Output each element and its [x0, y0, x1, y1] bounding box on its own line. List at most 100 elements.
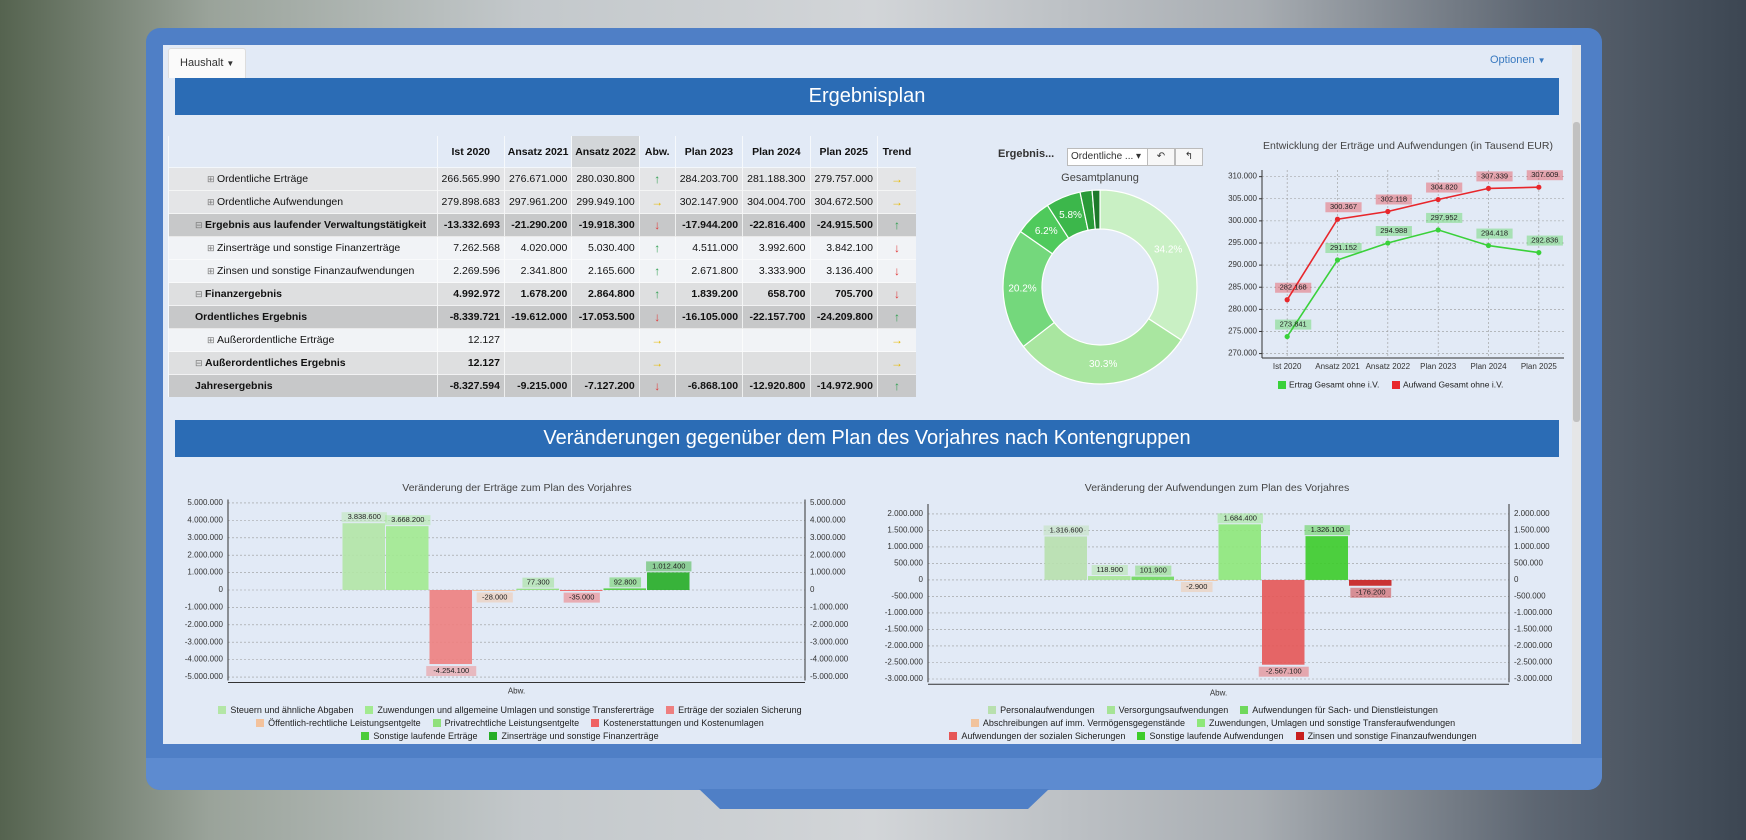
y-tick-label: 310.000	[1228, 172, 1257, 181]
label-box	[1304, 525, 1350, 536]
legend-label: Privatrechtliche Leistungsentgelte	[444, 718, 580, 728]
y2-tick-label: -2.000.000	[810, 620, 849, 629]
slice-label: 5.8%	[1059, 210, 1082, 221]
bar	[516, 588, 559, 590]
header-cell: Trend	[876, 136, 916, 168]
legend-swatch	[365, 706, 374, 714]
value-cell: 4.020.000	[503, 236, 572, 260]
donut-slice	[1099, 189, 1198, 341]
value-cell: 4.511.000	[674, 236, 743, 260]
empty-cell	[571, 328, 640, 352]
legend: Personalaufwendungen Versorgungsaufwendun…	[888, 705, 1538, 741]
value-cell: 1.839.200	[674, 282, 743, 306]
undo-button[interactable]: ↶	[1147, 148, 1175, 166]
y2-tick-label: 2.000.000	[1514, 509, 1550, 518]
y-tick-label: 285.000	[1228, 282, 1257, 291]
label-box	[1375, 194, 1412, 205]
row-label: Ergebnis aus laufender Verwaltungstätigk…	[205, 219, 427, 231]
x-tick-label: Ansatz 2022	[1366, 362, 1411, 371]
y-tick-label: 270.000	[1228, 349, 1257, 358]
row-label-cell: Ordentliche Aufwendungen	[168, 190, 438, 214]
table-row: Zinsen und sonstige Finanzaufwendungen 2.…	[168, 259, 916, 283]
legend-label: Erträge der sozialen Sicherung	[678, 705, 802, 715]
donut-slice	[1091, 189, 1101, 230]
label-box	[426, 666, 477, 677]
legend-item: Zuwendungen und allgemeine Umlagen und s…	[365, 705, 654, 715]
trend-arrow: →	[890, 356, 903, 370]
scrollbar-thumb[interactable]	[1573, 122, 1580, 422]
value-label: 3.668.200	[391, 515, 424, 524]
y-tick-label: -2.000.000	[185, 620, 224, 629]
y-tick-label: 295.000	[1228, 238, 1257, 247]
legend-item: Zinserträge und sonstige Finanzerträge	[489, 731, 659, 741]
chart-title: Veränderung der Aufwendungen zum Plan de…	[1085, 482, 1349, 494]
value-cell: 7.262.568	[436, 236, 505, 260]
value-cell: 276.671.000	[503, 167, 572, 191]
row-label-cell: Außerordentliches Ergebnis	[168, 351, 438, 375]
label-box	[1275, 319, 1312, 330]
trend-cell: →	[638, 351, 676, 375]
back-button[interactable]: ↰	[1175, 148, 1203, 166]
options-menu[interactable]: Optionen ▼	[1490, 54, 1546, 66]
legend-item: Erträge der sozialen Sicherung	[666, 705, 802, 715]
value-cell: 279.757.000	[809, 167, 878, 191]
select-text: Ordentliche ...	[1071, 151, 1134, 162]
row-label: Außerordentliche Erträge	[217, 334, 335, 346]
label-box	[1350, 587, 1392, 598]
trend-cell: ↑	[876, 213, 916, 237]
label-box	[341, 512, 387, 523]
value-cell: 3.136.400	[809, 259, 878, 283]
legend-swatch	[1106, 706, 1115, 714]
series-line	[1286, 186, 1539, 301]
label-box	[385, 515, 431, 526]
row-label: Zinsen und sonstige Finanzaufwendungen	[217, 265, 415, 277]
value-label: 1.326.100	[1311, 525, 1344, 534]
slice-label: 30.3%	[1089, 359, 1117, 370]
label-box	[1180, 582, 1213, 593]
value-cell: -7.127.200	[571, 374, 640, 397]
header-cell: Plan 2025	[809, 136, 878, 168]
label-box	[1526, 235, 1563, 246]
legend-label: Versorgungsaufwendungen	[1118, 705, 1229, 715]
header-cell: Ist 2020	[436, 136, 505, 168]
legend-label: Steuern und ähnliche Abgaben	[230, 705, 354, 715]
legend-swatch	[591, 719, 600, 727]
x-tick-label: Plan 2023	[1420, 362, 1457, 371]
y2-tick-label: -500.000	[1514, 592, 1546, 601]
menu-tab[interactable]: Haushalt ▼	[168, 48, 247, 78]
label-box	[1426, 212, 1463, 223]
value-cell: -8.327.594	[436, 374, 505, 397]
chart-title: Entwicklung der Erträge und Aufwendungen…	[1263, 140, 1553, 152]
value-label: -176.200	[1356, 588, 1386, 597]
value-cell: -22.816.400	[742, 213, 811, 237]
trend-cell: ↑	[876, 305, 916, 329]
value-label: 1.012.400	[652, 561, 685, 570]
data-point	[1334, 257, 1341, 263]
monitor-bezel	[146, 758, 1602, 790]
legend: Steuern und ähnliche Abgaben Zuwendungen …	[205, 705, 815, 741]
data-point	[1284, 297, 1290, 303]
value-cell: 705.700	[809, 282, 878, 306]
trend-cell: ↑	[638, 167, 676, 191]
value-label: 294.418	[1481, 229, 1508, 238]
x-tick-label: Plan 2024	[1470, 362, 1507, 371]
trend-arrow: ↓	[654, 379, 661, 393]
bar	[1305, 536, 1348, 580]
value-label: -2.900	[1186, 582, 1207, 591]
monitor-stand	[699, 789, 1049, 809]
legend-label: Zuwendungen und allgemeine Umlagen und s…	[377, 705, 655, 715]
value-label: 307.339	[1481, 171, 1508, 180]
row-label-cell: Ergebnis aus laufender Verwaltungstätigk…	[168, 213, 438, 237]
value-label: -4.254.100	[433, 666, 469, 675]
y2-tick-label: 1.000.000	[810, 568, 846, 577]
value-cell: 2.165.600	[571, 259, 640, 283]
chart-title: Gesamtplanung	[1061, 172, 1139, 184]
y2-tick-label: -1.000.000	[1514, 608, 1553, 617]
section-header: Ergebnisplan	[175, 78, 1559, 115]
y2-tick-label: 2.000.000	[810, 550, 846, 559]
header-cell: Plan 2023	[674, 136, 743, 168]
table-row: Ergebnis aus laufender Verwaltungstätigk…	[168, 213, 916, 237]
y-tick-label: 290.000	[1228, 260, 1257, 269]
trend-arrow: →	[651, 356, 664, 370]
value-cell: 658.700	[742, 282, 811, 306]
